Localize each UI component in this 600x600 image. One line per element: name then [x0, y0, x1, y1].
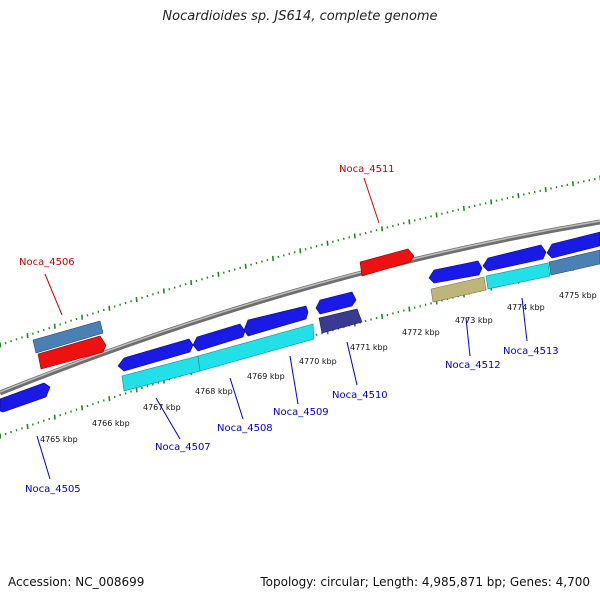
upper-track-tick [326, 240, 329, 246]
gene-noca-4510[interactable] [318, 308, 363, 334]
scale-labels: 4765 kbp 4766 kbp 4767 kbp 4768 kbp 4769… [40, 291, 597, 444]
gene-noca-4508[interactable] [197, 323, 315, 372]
gene-label-noca-4509[interactable]: Noca_4509 [273, 407, 329, 418]
upper-track-tick [381, 226, 384, 232]
genome-backbone-highlight [0, 220, 600, 393]
upper-track-tick [217, 271, 220, 277]
tick-tracks [0, 175, 600, 439]
upper-track-tick [135, 296, 138, 303]
gene-features [0, 231, 600, 413]
scale-label: 4766 kbp [92, 419, 130, 428]
gene-right-blue[interactable] [546, 231, 600, 259]
lower-track-tick [408, 306, 411, 312]
lower-track-tick [108, 396, 111, 402]
upper-track-tick [490, 199, 493, 205]
gene-noca-4512[interactable] [430, 276, 487, 303]
scale-label: 4769 kbp [247, 372, 285, 381]
gene-noca-4513-top[interactable] [482, 244, 547, 272]
scale-label: 4767 kbp [143, 403, 181, 412]
gene-label-noca-4508[interactable]: Noca_4508 [217, 423, 273, 434]
label-leaders [36, 177, 528, 480]
gene-noca-4510-top[interactable] [315, 291, 357, 315]
gene-label-noca-4510[interactable]: Noca_4510 [332, 390, 388, 401]
gene-label-noca-4512[interactable]: Noca_4512 [445, 360, 501, 371]
scale-label: 4771 kbp [350, 343, 388, 352]
lower-track-tick [381, 313, 384, 320]
upper-track-tick [53, 323, 56, 329]
lower-track-tick [53, 414, 56, 420]
gene-noca-4507-top[interactable] [117, 338, 194, 372]
upper-track-tick [571, 181, 575, 187]
gene-noca-4508-top[interactable] [192, 323, 246, 352]
gene-label-noca-4507[interactable]: Noca_4507 [155, 442, 211, 453]
upper-track-tick [517, 193, 520, 199]
gene-label-noca-4506[interactable]: Noca_4506 [19, 257, 75, 268]
gene-noca-4512-top[interactable] [428, 260, 483, 284]
upper-track-tick [408, 219, 411, 225]
upper-track-tick [81, 314, 84, 320]
map-title: Nocardioides sp. JS614, complete genome [162, 9, 438, 24]
genome-backbone [0, 219, 600, 396]
lower-track-tick [0, 433, 2, 439]
scale-label: 4774 kbp [507, 303, 545, 312]
gene-noca-4513[interactable] [485, 262, 551, 290]
gene-noca-4511[interactable] [359, 248, 415, 277]
upper-track-tick [162, 288, 165, 294]
upper-track-tick [108, 305, 111, 311]
gene-noca-4505[interactable] [0, 382, 51, 413]
upper-track-tick [271, 255, 275, 262]
scale-label: 4768 kbp [195, 387, 233, 396]
lower-track-tick [81, 405, 84, 411]
upper-track-tick [462, 205, 465, 211]
gene-noca-4506-outer[interactable] [32, 320, 104, 354]
lower-track-tick [26, 423, 29, 430]
lower-track-tick [135, 387, 138, 393]
gene-labels: Noca_4505 Noca_4506 Noca_4507 Noca_4508 … [19, 164, 559, 495]
gene-label-noca-4505[interactable]: Noca_4505 [25, 484, 81, 495]
gene-noca-4506[interactable] [37, 335, 107, 370]
scale-label: 4773 kbp [455, 316, 493, 325]
upper-track-tick [435, 212, 438, 218]
upper-track-tick [353, 233, 356, 239]
gene-label-noca-4513[interactable]: Noca_4513 [503, 346, 559, 357]
gene-right-steel[interactable] [548, 249, 600, 276]
gene-noca-4509[interactable] [243, 305, 309, 337]
upper-track-tick [299, 248, 302, 254]
upper-track-tick [190, 279, 193, 286]
upper-track-tick [0, 342, 2, 348]
genome-summary-text: Topology: circular; Length: 4,985,871 bp… [260, 575, 590, 589]
upper-track-tick [26, 332, 29, 339]
gene-label-noca-4511[interactable]: Noca_4511 [339, 164, 395, 175]
upper-track-tick [544, 187, 547, 193]
scale-label: 4772 kbp [402, 328, 440, 337]
scale-label: 4765 kbp [40, 435, 78, 444]
upper-track-tick [244, 263, 247, 269]
scale-label: 4770 kbp [299, 357, 337, 366]
scale-label: 4775 kbp [559, 291, 597, 300]
accession-text: Accession: NC_008699 [8, 575, 145, 589]
